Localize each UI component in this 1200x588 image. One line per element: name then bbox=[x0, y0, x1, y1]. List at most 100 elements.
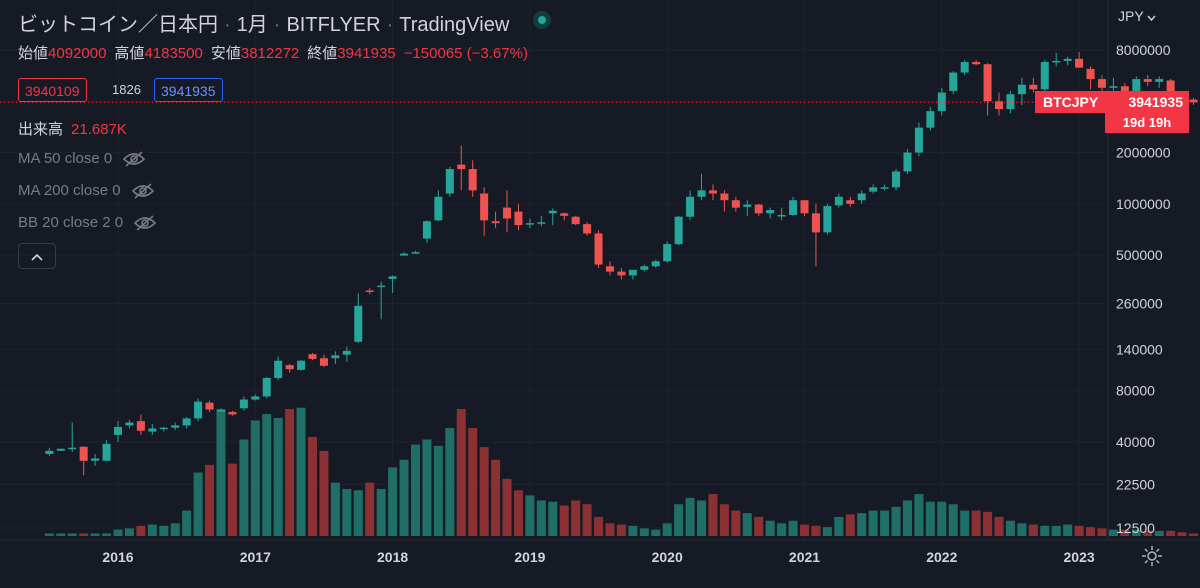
volume-bars bbox=[44, 407, 1199, 536]
candle-body bbox=[1132, 79, 1141, 91]
candle-body bbox=[686, 196, 695, 217]
volume-bar bbox=[399, 459, 409, 536]
symbol-header[interactable]: ビットコイン／日本円 · 1月 · BITFLYER · TradingView bbox=[18, 8, 509, 37]
volume-bar bbox=[44, 533, 54, 536]
volume-bar bbox=[479, 447, 489, 536]
separator-dot: · bbox=[386, 14, 394, 36]
change-value: −150065 (−3.67%) bbox=[403, 45, 528, 62]
volume-bar bbox=[285, 409, 295, 536]
candle-body bbox=[903, 152, 912, 172]
candle-body bbox=[228, 411, 237, 415]
candle-body bbox=[457, 164, 466, 170]
low-label: 安値 bbox=[210, 45, 241, 62]
volume-bar bbox=[1051, 525, 1061, 536]
volume-bar bbox=[388, 467, 398, 536]
candle-body bbox=[159, 427, 168, 430]
time-tick-label: 2023 bbox=[1064, 549, 1095, 565]
chevron-up-icon bbox=[31, 253, 43, 261]
candle-body bbox=[445, 169, 454, 194]
candle-body bbox=[640, 266, 649, 270]
price-tick-label: 40000 bbox=[1116, 434, 1155, 450]
separator-dot: · bbox=[273, 14, 281, 36]
eye-hidden-icon[interactable] bbox=[131, 182, 155, 200]
candle-body bbox=[674, 216, 683, 245]
time-tick-label: 2021 bbox=[789, 549, 820, 565]
candle-body bbox=[411, 252, 420, 254]
volume-bar bbox=[319, 450, 329, 536]
volume-bar bbox=[891, 506, 901, 536]
indicator-bb[interactable]: BB 20 close 2 0 bbox=[18, 214, 157, 232]
eye-hidden-icon[interactable] bbox=[122, 150, 146, 168]
candle-body bbox=[960, 62, 969, 73]
volume-bar bbox=[948, 504, 958, 536]
volume-bar bbox=[1131, 529, 1141, 536]
candle-body bbox=[1006, 94, 1015, 110]
sell-price-button[interactable]: 3940109 bbox=[18, 78, 87, 102]
indicator-label: MA 50 close 0 bbox=[18, 150, 113, 167]
candle-body bbox=[892, 171, 901, 188]
candle-body bbox=[1052, 60, 1061, 63]
candle-body bbox=[434, 196, 443, 221]
volume-bar bbox=[79, 533, 89, 536]
candle-body bbox=[731, 200, 740, 208]
price-tick-label: 1000000 bbox=[1116, 196, 1171, 212]
buy-price-button[interactable]: 3941935 bbox=[154, 78, 223, 102]
volume-bar bbox=[559, 505, 569, 536]
gear-icon[interactable] bbox=[1141, 545, 1163, 567]
candle-body bbox=[125, 422, 134, 426]
candle-body bbox=[800, 200, 809, 214]
volume-bar bbox=[193, 472, 203, 536]
separator-dot: · bbox=[224, 14, 231, 36]
candle-body bbox=[1155, 79, 1164, 82]
indicator-ma200[interactable]: MA 200 close 0 bbox=[18, 182, 155, 200]
market-open-icon[interactable] bbox=[533, 11, 551, 29]
candle-body bbox=[342, 350, 351, 355]
volume-bar bbox=[754, 516, 764, 536]
volume-bar bbox=[937, 501, 947, 536]
volume-bar bbox=[456, 409, 466, 536]
candle-body bbox=[995, 101, 1004, 110]
candle-body bbox=[949, 72, 958, 91]
volume-bar bbox=[845, 514, 855, 536]
volume-bar bbox=[90, 533, 100, 536]
candle-body bbox=[983, 64, 992, 102]
candle-body bbox=[216, 410, 225, 412]
collapse-legend-button[interactable] bbox=[18, 243, 56, 269]
volume-bar bbox=[468, 428, 478, 536]
candle-body bbox=[480, 193, 489, 221]
volume-legend[interactable]: 出来高 21.687K bbox=[18, 118, 127, 139]
candle-body bbox=[468, 169, 477, 191]
time-tick-label: 2019 bbox=[514, 549, 545, 565]
open-label: 始値 bbox=[18, 45, 49, 62]
volume-bar bbox=[1017, 523, 1027, 536]
volume-bar bbox=[628, 525, 638, 536]
volume-bar bbox=[811, 525, 821, 536]
volume-bar bbox=[1166, 530, 1176, 536]
price-axis[interactable]: 8000000 2000000 1000000 500000 260000 140000 8… bbox=[1107, 0, 1171, 540]
volume-bar bbox=[1189, 533, 1199, 536]
price-tick-label: 80000 bbox=[1116, 383, 1155, 399]
interval-label[interactable]: 1月 bbox=[236, 14, 268, 36]
time-axis[interactable]: 2016 2017 2018 2019 2020 2021 2022 2023 bbox=[0, 539, 1200, 565]
candle-body bbox=[422, 221, 431, 239]
volume-bar bbox=[616, 524, 626, 536]
candle-body bbox=[194, 401, 203, 419]
volume-bar bbox=[697, 500, 707, 536]
candle-body bbox=[274, 360, 283, 378]
candle-body bbox=[1040, 62, 1049, 90]
eye-hidden-icon[interactable] bbox=[133, 214, 157, 232]
volume-bar bbox=[113, 529, 123, 536]
volume-bar bbox=[308, 436, 318, 536]
candle-body bbox=[239, 399, 248, 409]
currency-selector[interactable]: JPY bbox=[1118, 8, 1156, 24]
time-tick-label: 2020 bbox=[652, 549, 683, 565]
candle-body bbox=[1075, 58, 1084, 68]
volume-bar bbox=[868, 510, 878, 536]
price-tick-label: 500000 bbox=[1116, 247, 1163, 263]
volume-bar bbox=[1028, 524, 1038, 536]
indicator-ma50[interactable]: MA 50 close 0 bbox=[18, 150, 146, 168]
volume-bar bbox=[719, 504, 729, 536]
candle-body bbox=[148, 428, 157, 432]
volume-bar bbox=[239, 439, 249, 536]
